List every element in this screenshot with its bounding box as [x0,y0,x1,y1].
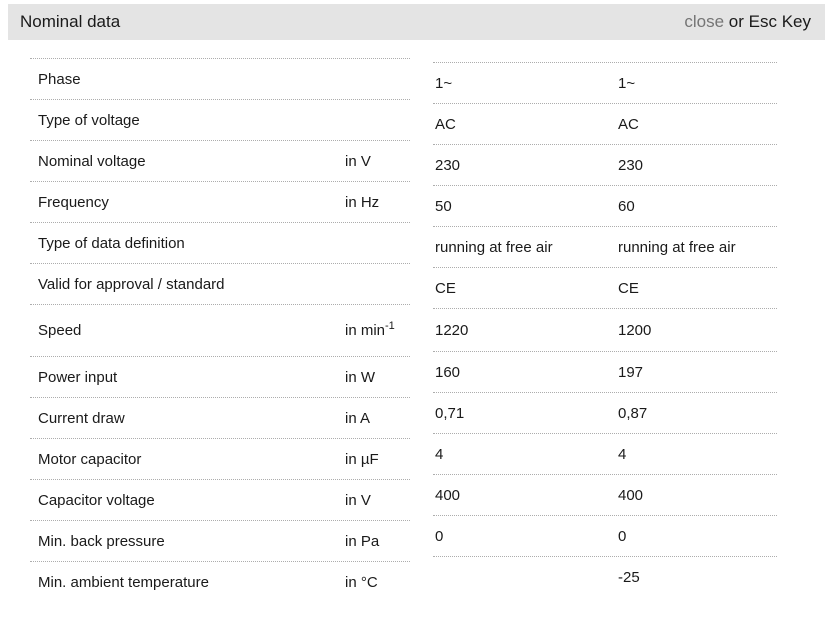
table-row-label: Type of voltage [30,99,410,140]
row-value-2: 197 [618,363,644,381]
row-label: Frequency [38,193,109,211]
row-value-1: 4 [435,445,444,463]
table-row-values: AC AC [433,103,777,144]
table-row-values: 0,71 0,87 [433,392,777,433]
row-unit-text: in µF [345,450,379,468]
table-row-values: running at free air running at free air [433,226,777,267]
row-value-1: 230 [435,156,461,174]
row-value-2: 0,87 [618,404,648,422]
row-unit-text: in min [345,322,386,339]
table-row-values: 4 4 [433,433,777,474]
row-value-1: AC [435,115,456,133]
row-value-2: 400 [618,486,644,504]
table-row-label: Power input in W [30,356,410,397]
table-row-label: Motor capacitor in µF [30,438,410,479]
table-row-values: 1220 1200 [433,308,777,351]
row-unit: in V [345,492,410,509]
row-value-1: 1~ [435,74,453,92]
row-label: Nominal voltage [38,152,146,170]
row-label: Type of voltage [38,111,140,129]
row-value-2: 60 [618,197,635,215]
row-label: Power input [38,368,118,386]
row-unit: in A [345,410,410,427]
row-unit-text: in V [345,152,371,170]
values-table: 1~ 1~ AC AC 230 230 50 60 running at fre… [433,62,777,597]
table-row-label: Min. ambient temperature in °C [30,561,410,602]
row-value-1: 400 [435,486,461,504]
dialog-header: Nominal data close or Esc Key [8,4,825,40]
row-label: Min. ambient temperature [38,573,209,591]
row-label: Valid for approval / standard [38,275,225,293]
row-value-2: 4 [618,445,627,463]
row-value-2: CE [618,279,639,297]
dialog-title: Nominal data [20,12,121,31]
row-unit-text: in °C [345,573,378,591]
row-label: Min. back pressure [38,532,165,550]
table-row-label: Phase [30,58,410,99]
table-row-values: 230 230 [433,144,777,185]
row-unit: in µF [345,451,410,468]
table-row-values: 0 0 [433,515,777,556]
row-value-2: 1200 [618,321,652,339]
row-unit: in Hz [345,194,410,211]
table-row-values: 1~ 1~ [433,62,777,103]
row-value-1: 160 [435,363,461,381]
row-label: Speed [38,322,82,339]
row-unit-text: in V [345,491,371,509]
table-row-label: Current draw in A [30,397,410,438]
esc-key-hint: or Esc Key [724,12,811,31]
table-row-label: Nominal voltage in V [30,140,410,181]
table-row-label: Frequency in Hz [30,181,410,222]
row-value-1: 0 [435,527,444,545]
table-row-label: Speed in min-1 [30,304,410,356]
row-value-1: 50 [435,197,452,215]
row-label: Type of data definition [38,234,185,252]
row-value-1: CE [435,279,456,297]
row-value-1: running at free air [435,238,553,256]
table-row-values: 50 60 [433,185,777,226]
table-row-label: Min. back pressure in Pa [30,520,410,561]
row-unit-text: in A [345,409,371,427]
row-value-2: running at free air [618,238,736,256]
row-label: Current draw [38,409,125,427]
row-value-2: 230 [618,156,644,174]
row-unit-text: in W [345,368,375,386]
table-row-values: 400 400 [433,474,777,515]
row-value-2: 0 [618,527,627,545]
row-value-2: 1~ [618,74,636,92]
table-row-values: -25 [433,556,777,597]
row-value-2: -25 [618,568,640,586]
table-row-label: Type of data definition [30,222,410,263]
table-row-values: CE CE [433,267,777,308]
row-value-1: 0,71 [435,404,465,422]
close-link[interactable]: close [684,12,725,31]
row-unit: in °C [345,574,410,591]
table-row-label: Valid for approval / standard [30,263,410,304]
labels-table: Phase Type of voltage Nominal voltage in… [30,58,410,602]
table-row-label: Capacitor voltage in V [30,479,410,520]
row-value-2: AC [618,115,639,133]
row-label: Capacitor voltage [38,491,155,509]
row-unit: in min-1 [345,320,410,340]
close-controls: close or Esc Key [684,12,811,32]
row-value-1: 1220 [435,321,469,339]
table-row-values: 160 197 [433,351,777,392]
row-label: Phase [38,70,81,88]
row-unit: in Pa [345,533,410,550]
row-unit-text: in Pa [345,532,380,550]
row-unit-superscript: -1 [385,320,395,332]
row-unit: in V [345,153,410,170]
row-unit: in W [345,369,410,386]
row-label: Motor capacitor [38,450,142,468]
row-unit-text: in Hz [345,193,380,211]
